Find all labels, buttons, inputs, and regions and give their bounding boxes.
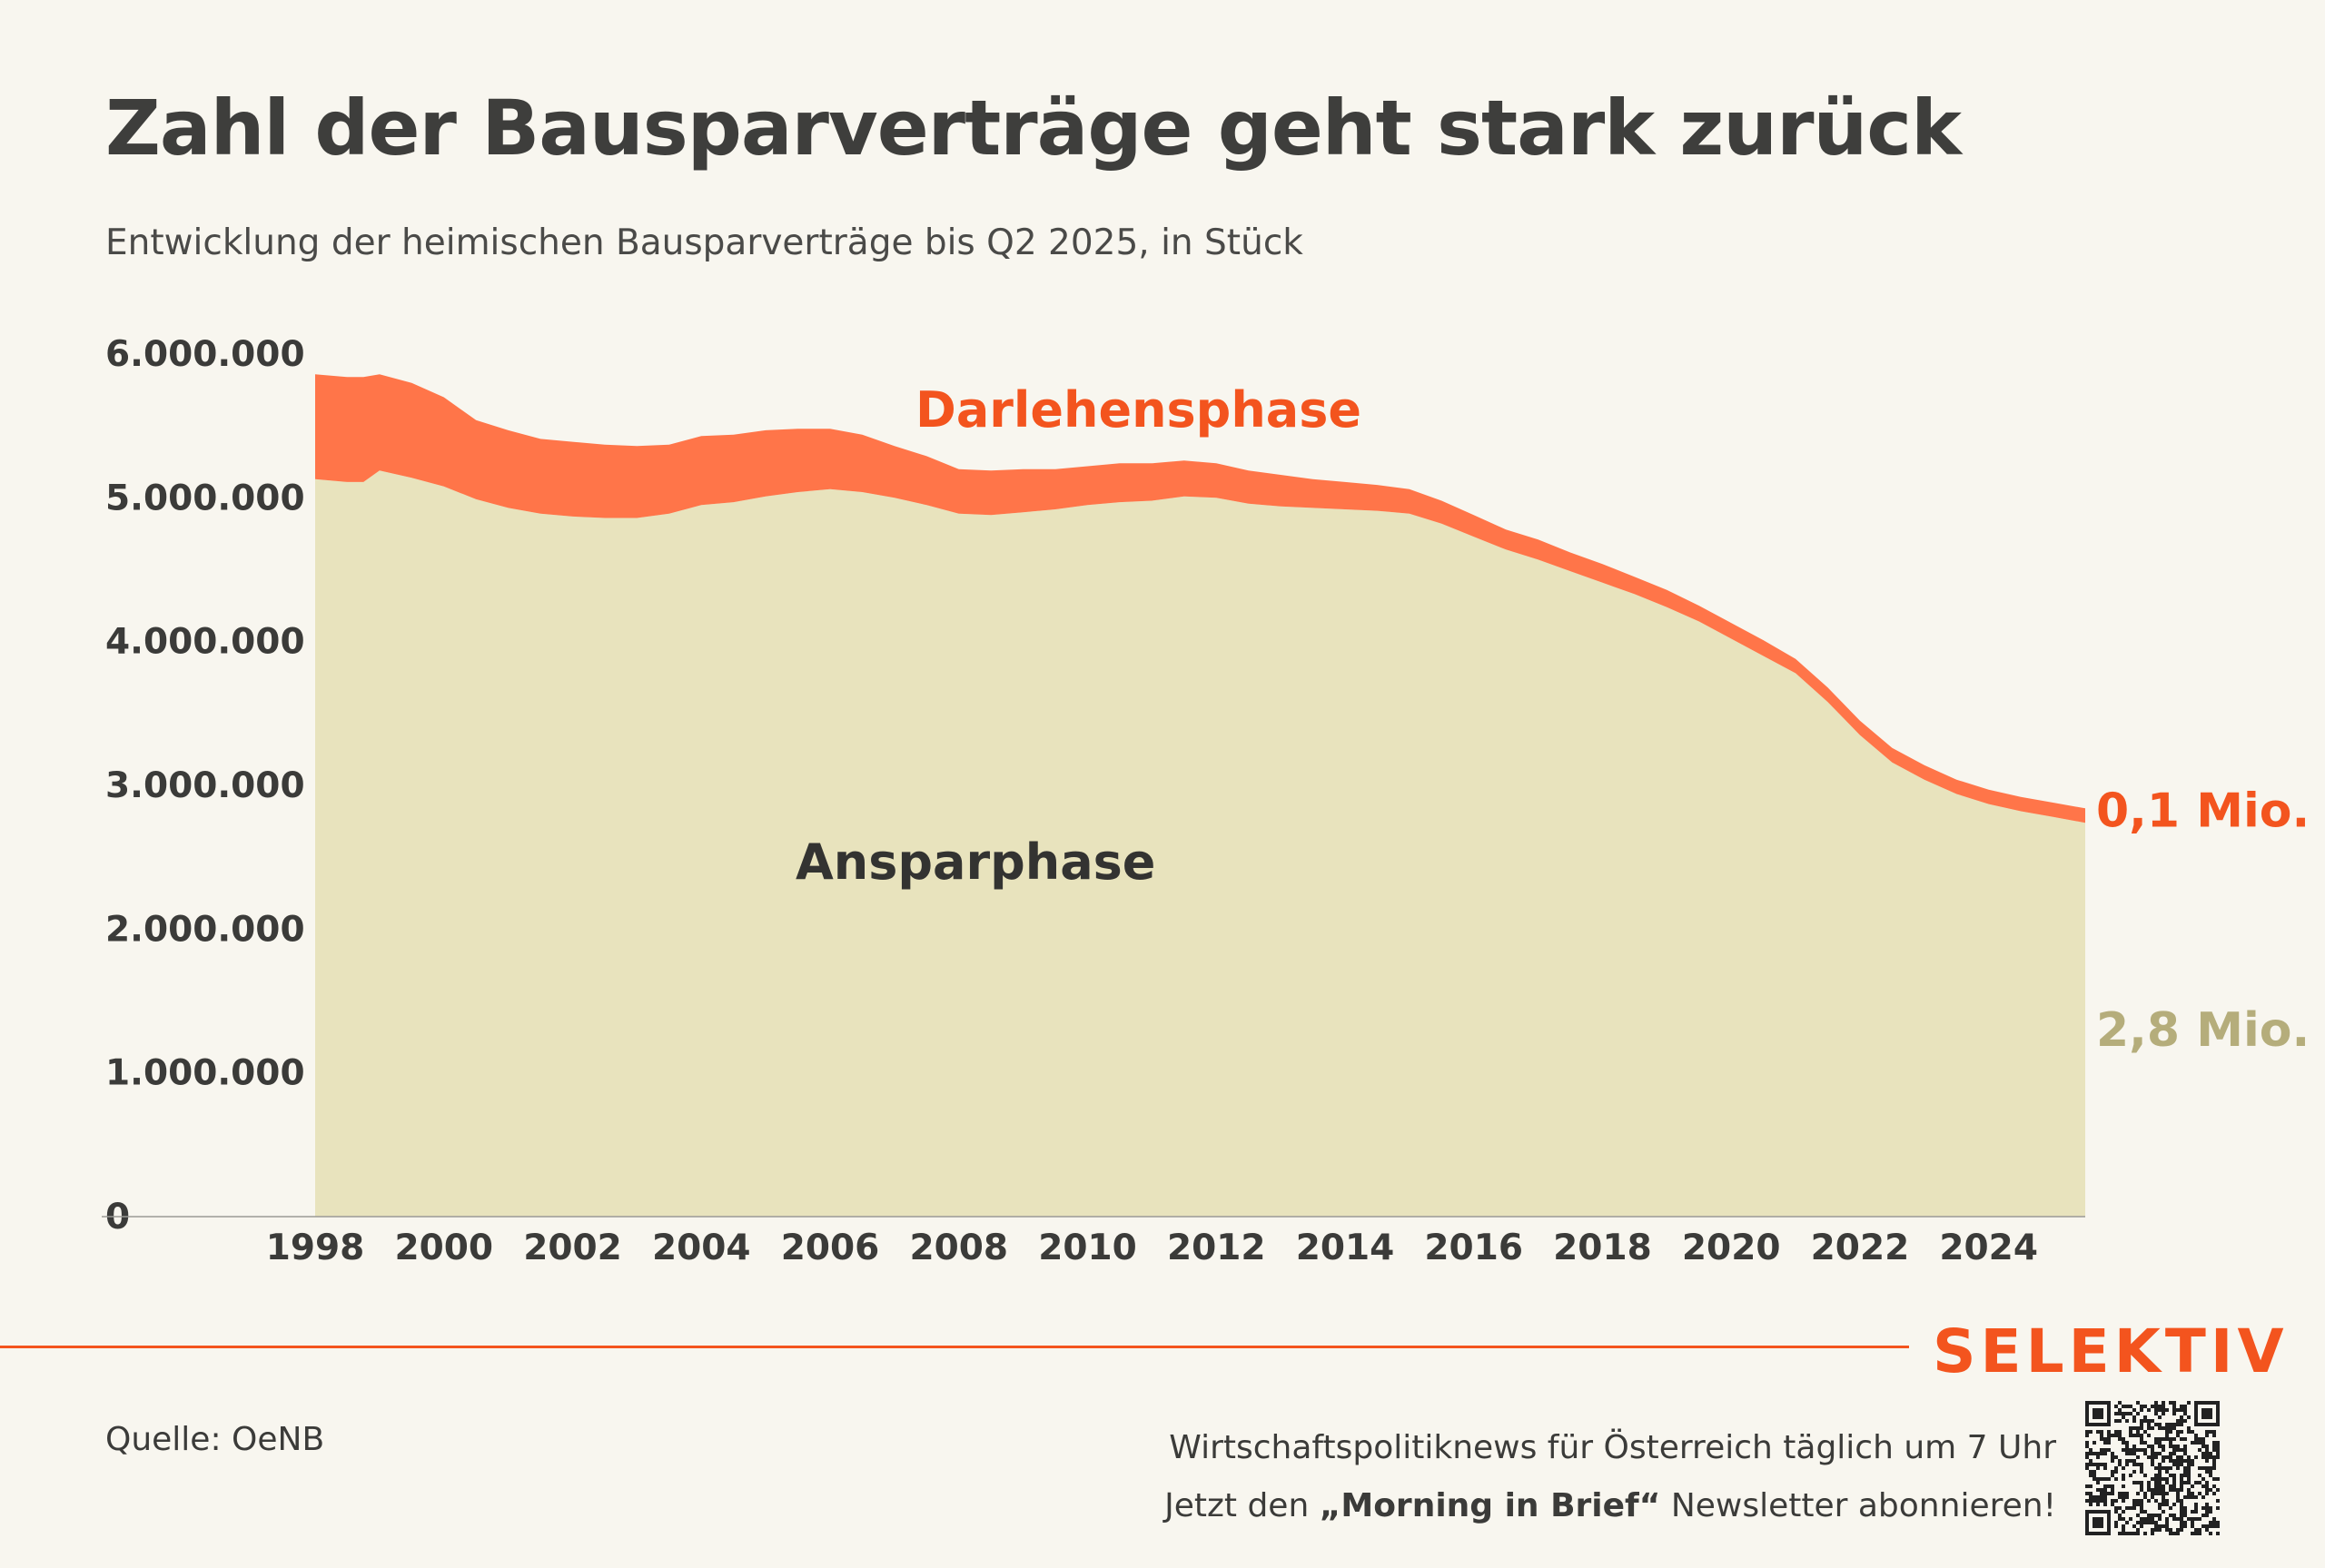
series-label-darlehensphase: Darlehensphase <box>915 381 1361 439</box>
x-tick-label: 2008 <box>909 1228 1008 1268</box>
y-tick-label: 6.000.000 <box>105 334 305 375</box>
end-label-darlehensphase: 0,1 Mio. <box>2096 784 2310 838</box>
chart-subtitle: Entwicklung der heimischen Bausparverträ… <box>105 222 1303 263</box>
x-tick-label: 2002 <box>523 1228 622 1268</box>
x-tick-label: 2014 <box>1296 1228 1395 1268</box>
series-label-ansparphase: Ansparphase <box>796 833 1155 891</box>
footer-divider <box>0 1346 1909 1348</box>
newsletter-promo[interactable]: Wirtschaftspolitiknews für Österreich tä… <box>1164 1419 2056 1535</box>
x-tick-label: 2004 <box>652 1228 751 1268</box>
promo-suffix: Newsletter abonnieren! <box>1660 1487 2056 1524</box>
x-axis: 1998 2000 2002 2004 2006 2008 2010 2012 2014 2016… <box>266 1228 2038 1268</box>
brand-logo: SELEKTIV <box>1933 1317 2289 1386</box>
x-tick-label: 2012 <box>1167 1228 1266 1268</box>
end-label-ansparphase: 2,8 Mio. <box>2096 1003 2310 1058</box>
y-axis: 01.000.0002.000.0003.000.0004.000.0005.0… <box>105 334 305 1238</box>
source-note: Quelle: OeNB <box>105 1421 325 1458</box>
x-tick-label: 2024 <box>1939 1228 2038 1268</box>
promo-line-2: Jetzt den „Morning in Brief“ Newsletter … <box>1164 1477 2056 1535</box>
x-tick-label: 2022 <box>1811 1228 1910 1268</box>
area-darlehensphase <box>315 374 2085 823</box>
newsletter-name: „Morning in Brief“ <box>1319 1487 1661 1524</box>
chart-title: Zahl der Bausparverträge geht stark zurü… <box>105 84 1962 173</box>
x-tick-label: 2018 <box>1553 1228 1652 1268</box>
area-ansparphase <box>315 470 2085 1217</box>
y-tick-label: 5.000.000 <box>105 478 305 518</box>
y-tick-label: 1.000.000 <box>105 1053 305 1094</box>
x-tick-label: 2000 <box>394 1228 493 1268</box>
y-tick-label: 2.000.000 <box>105 909 305 950</box>
promo-prefix: Jetzt den <box>1164 1487 1320 1524</box>
stacked-area-chart: 01.000.0002.000.0003.000.0004.000.0005.0… <box>102 334 2310 1268</box>
x-tick-label: 2016 <box>1424 1228 1523 1268</box>
x-tick-label: 2020 <box>1682 1228 1781 1268</box>
x-tick-label: 2006 <box>781 1228 880 1268</box>
x-tick-label: 1998 <box>266 1228 365 1268</box>
y-tick-label: 3.000.000 <box>105 765 305 806</box>
promo-line-1: Wirtschaftspolitiknews für Österreich tä… <box>1169 1429 2056 1466</box>
qr-code-icon[interactable] <box>2085 1401 2220 1535</box>
y-tick-label: 4.000.000 <box>105 622 305 663</box>
x-tick-label: 2010 <box>1038 1228 1137 1268</box>
